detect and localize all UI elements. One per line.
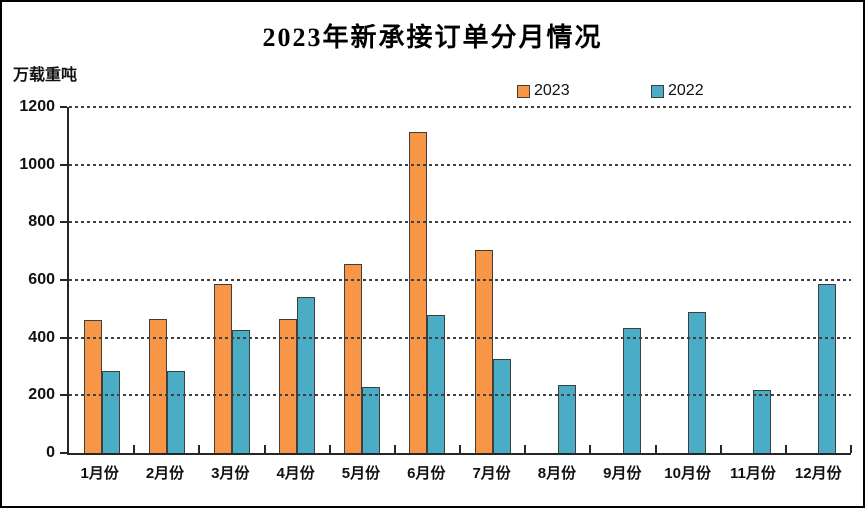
x-axis-tick-3 <box>263 445 266 453</box>
gridline-1000 <box>69 163 851 166</box>
category-11月份 <box>721 107 786 453</box>
category-7月份 <box>460 107 525 453</box>
x-axis-tick-5 <box>393 445 396 453</box>
bar-2022-6月份 <box>427 314 446 453</box>
category-12月份 <box>786 107 851 453</box>
x-axis-labels: 1月份 2月份 3月份 4月份 5月份 6月份 7月份 8月份 9月份 10月份 11月份 12月份 <box>67 462 851 486</box>
category-5月份 <box>330 107 395 453</box>
plot-area <box>60 106 852 455</box>
x-label-9月份: 9月份 <box>603 465 642 482</box>
bar-2023-5月份 <box>344 264 363 453</box>
bar-2023-4月份 <box>279 318 298 453</box>
x-axis-tick-2 <box>198 445 201 453</box>
gridline-800 <box>69 221 851 224</box>
bars-row <box>69 107 851 453</box>
category-8月份 <box>525 107 590 453</box>
x-label-10月份: 10月份 <box>664 465 711 482</box>
bar-2022-12月份 <box>818 284 837 453</box>
x-axis-tick-8 <box>589 445 592 453</box>
legend-item-2023: 2023 <box>517 82 570 100</box>
bar-2022-10月份 <box>688 311 707 453</box>
y-axis-tick-200 <box>60 394 67 397</box>
legend-label-2022: 2022 <box>668 82 704 99</box>
bar-2022-4月份 <box>297 297 316 453</box>
x-label-12月份: 12月份 <box>794 465 842 482</box>
x-axis-tick-11 <box>784 445 787 453</box>
y-tick-label-200: 200 <box>28 386 55 404</box>
bar-2022-11月份 <box>753 389 772 453</box>
x-axis-tick-6 <box>459 445 461 453</box>
bar-2022-1月份 <box>101 370 120 453</box>
category-3月份 <box>199 107 264 453</box>
y-axis-tick-1200 <box>60 106 67 108</box>
bar-2022-8月份 <box>557 385 576 453</box>
legend-swatch-2023 <box>517 84 530 98</box>
bar-2023-6月份 <box>409 131 428 453</box>
y-axis-unit-label: 万载重吨 <box>13 67 78 84</box>
category-4月份 <box>265 107 330 453</box>
category-9月份 <box>590 107 655 453</box>
x-label-4月份: 4月份 <box>276 465 315 482</box>
legend-item-2022: 2022 <box>651 82 704 100</box>
y-tick-label-1000: 1000 <box>19 155 55 173</box>
x-label-5月份: 5月份 <box>341 465 381 482</box>
bar-2022-5月份 <box>362 386 381 453</box>
gridline-600 <box>69 279 851 281</box>
bar-2022-7月份 <box>492 359 511 453</box>
y-tick-label-0: 0 <box>46 444 55 461</box>
y-axis-tick-800 <box>60 221 67 224</box>
y-tick-label-600: 600 <box>28 271 55 288</box>
y-tick-label-800: 800 <box>28 213 55 231</box>
category-2月份 <box>134 107 199 453</box>
x-axis-tick-9 <box>654 445 657 453</box>
x-label-2月份: 2月份 <box>145 465 185 482</box>
legend-swatch-2022 <box>651 84 664 98</box>
x-label-6月份: 6月份 <box>407 465 446 482</box>
y-axis-tick-400 <box>60 336 67 339</box>
x-axis-tick-4 <box>328 445 331 453</box>
gridline-200 <box>69 394 851 397</box>
x-axis-tick-1 <box>133 445 136 453</box>
bar-2022-9月份 <box>622 327 641 453</box>
x-axis-tick-12 <box>850 445 852 453</box>
category-1月份 <box>69 107 134 453</box>
bar-2023-7月份 <box>474 249 493 453</box>
x-label-1月份: 1月份 <box>80 465 119 482</box>
y-tick-label-400: 400 <box>28 328 55 346</box>
y-axis-tick-600 <box>60 279 67 281</box>
gridline-400 <box>69 336 851 339</box>
y-tick-label-1200: 1200 <box>19 98 55 115</box>
bar-2023-3月份 <box>213 284 232 453</box>
x-label-11月份: 11月份 <box>730 465 776 482</box>
category-10月份 <box>656 107 721 453</box>
x-axis-tick-10 <box>719 445 722 453</box>
x-label-3月份: 3月份 <box>211 465 250 482</box>
bar-2022-2月份 <box>166 370 185 453</box>
bar-2023-2月份 <box>148 318 167 453</box>
chart-title: 2023年新承接订单分月情况 <box>262 23 603 52</box>
y-axis-tick-1000 <box>60 163 67 166</box>
gridline-1200 <box>69 106 851 108</box>
legend-label-2023: 2023 <box>534 82 570 99</box>
y-axis-labels: 1200 1000 800 600 400 200 0 <box>8 98 55 461</box>
bar-2022-3月份 <box>231 330 250 453</box>
bar-2023-1月份 <box>83 320 102 453</box>
x-axis-tick-7 <box>524 445 527 453</box>
category-6月份 <box>395 107 460 453</box>
x-label-7月份: 7月份 <box>472 465 511 482</box>
x-label-8月份: 8月份 <box>537 465 577 482</box>
y-axis-tick-0 <box>60 452 67 454</box>
